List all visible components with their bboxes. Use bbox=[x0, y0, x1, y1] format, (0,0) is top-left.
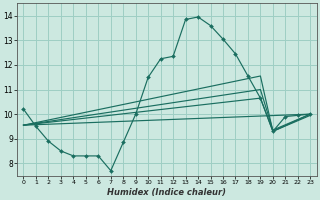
X-axis label: Humidex (Indice chaleur): Humidex (Indice chaleur) bbox=[108, 188, 226, 197]
